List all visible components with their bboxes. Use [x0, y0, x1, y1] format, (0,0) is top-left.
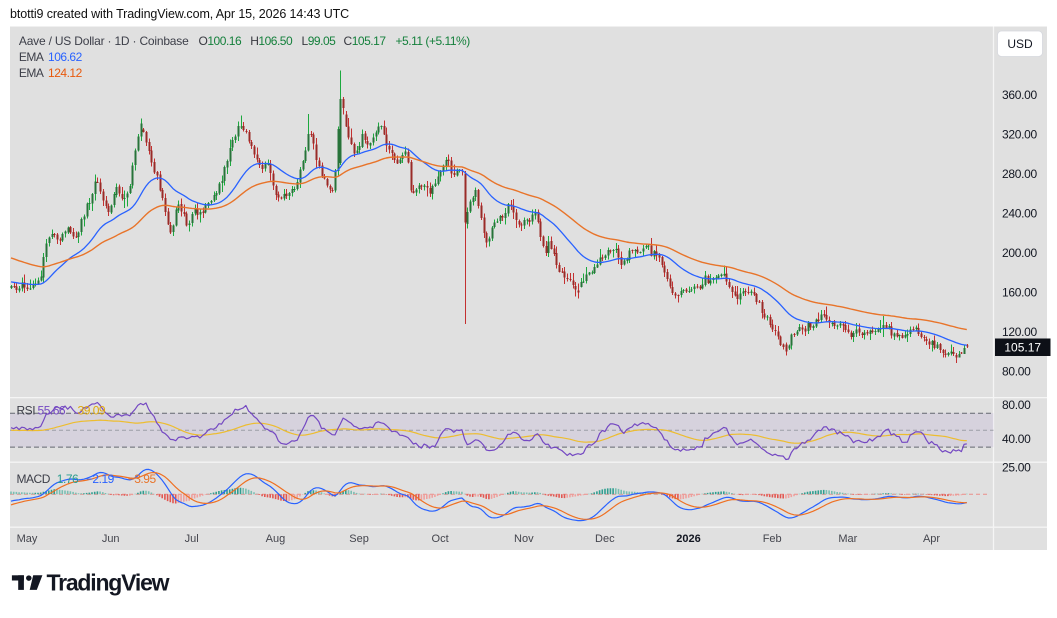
- svg-text:2026: 2026: [676, 533, 700, 545]
- svg-text:160.00: 160.00: [1002, 286, 1038, 300]
- svg-text:124.12: 124.12: [48, 66, 83, 80]
- svg-text:May: May: [17, 533, 38, 545]
- svg-text:320.00: 320.00: [1002, 128, 1038, 142]
- svg-text:55.66: 55.66: [38, 404, 66, 418]
- svg-text:240.00: 240.00: [1002, 207, 1038, 221]
- svg-text:Dec: Dec: [595, 533, 615, 545]
- svg-text:−3.95: −3.95: [128, 472, 157, 486]
- svg-text:Oct: Oct: [432, 533, 449, 545]
- svg-text:80.00: 80.00: [1002, 398, 1031, 412]
- svg-text:40.00: 40.00: [1002, 432, 1031, 446]
- svg-text:105.17: 105.17: [1004, 341, 1041, 355]
- svg-text:O100.16: O100.16: [199, 34, 242, 48]
- svg-text:C105.17: C105.17: [344, 34, 387, 48]
- svg-text:80.00: 80.00: [1002, 365, 1031, 379]
- svg-text:H106.50: H106.50: [250, 34, 293, 48]
- svg-text:btotti9 created with TradingVi: btotti9 created with TradingView.com, Ap…: [10, 7, 349, 21]
- svg-text:1.76: 1.76: [57, 472, 79, 486]
- svg-text:200.00: 200.00: [1002, 246, 1038, 260]
- svg-text:360.00: 360.00: [1002, 88, 1038, 102]
- svg-text:Jul: Jul: [185, 533, 199, 545]
- svg-text:RSI: RSI: [17, 404, 36, 418]
- svg-text:TradingView: TradingView: [47, 570, 170, 596]
- svg-text:280.00: 280.00: [1002, 167, 1038, 181]
- svg-text:MACD: MACD: [17, 472, 51, 486]
- svg-text:39.09: 39.09: [78, 404, 106, 418]
- svg-text:Mar: Mar: [838, 533, 857, 545]
- svg-text:USD: USD: [1007, 37, 1033, 51]
- svg-text:Sep: Sep: [349, 533, 369, 545]
- svg-text:120.00: 120.00: [1002, 325, 1038, 339]
- svg-text:+5.11 (+5.11%): +5.11 (+5.11%): [396, 34, 471, 48]
- svg-text:L99.05: L99.05: [302, 34, 337, 48]
- svg-text:106.62: 106.62: [48, 50, 83, 64]
- svg-text:Apr: Apr: [923, 533, 940, 545]
- svg-text:25.00: 25.00: [1002, 460, 1031, 474]
- svg-text:Jun: Jun: [102, 533, 120, 545]
- svg-text:EMA: EMA: [19, 50, 44, 64]
- svg-text:Aug: Aug: [266, 533, 286, 545]
- svg-text:Nov: Nov: [514, 533, 534, 545]
- svg-text:Aave / US Dollar · 1D · Coinba: Aave / US Dollar · 1D · Coinbase: [19, 34, 189, 48]
- svg-text:EMA: EMA: [19, 66, 44, 80]
- svg-text:Feb: Feb: [763, 533, 782, 545]
- svg-text:−2.19: −2.19: [86, 472, 115, 486]
